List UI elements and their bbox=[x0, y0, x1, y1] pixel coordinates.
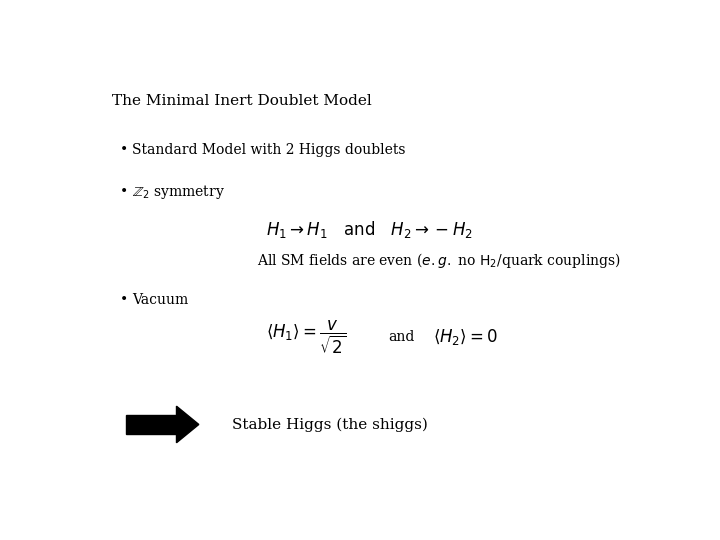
Text: Standard Model with 2 Higgs doublets: Standard Model with 2 Higgs doublets bbox=[132, 143, 405, 157]
Text: $\mathbb{Z}_2$ symmetry: $\mathbb{Z}_2$ symmetry bbox=[132, 183, 225, 201]
Text: The Minimal Inert Doublet Model: The Minimal Inert Doublet Model bbox=[112, 94, 372, 108]
Text: •: • bbox=[120, 293, 128, 307]
Text: All SM fields are even ($e.g.$ no $\mathrm{H_2}$/quark couplings): All SM fields are even ($e.g.$ no $\math… bbox=[258, 251, 621, 269]
Text: •: • bbox=[120, 143, 128, 157]
Text: •: • bbox=[120, 185, 128, 199]
Polygon shape bbox=[126, 415, 176, 434]
Text: $\langle H_2 \rangle = 0$: $\langle H_2 \rangle = 0$ bbox=[433, 327, 498, 347]
Polygon shape bbox=[176, 406, 199, 443]
Text: Vacuum: Vacuum bbox=[132, 293, 188, 307]
Text: Stable Higgs (the shiggs): Stable Higgs (the shiggs) bbox=[233, 417, 428, 431]
Text: $\langle H_1 \rangle = \dfrac{v}{\sqrt{2}}$: $\langle H_1 \rangle = \dfrac{v}{\sqrt{2… bbox=[266, 319, 346, 356]
Text: $H_1 \rightarrow H_1 \quad \mathrm{and} \quad H_2 \rightarrow -H_2$: $H_1 \rightarrow H_1 \quad \mathrm{and} … bbox=[266, 219, 472, 240]
Text: and: and bbox=[389, 330, 415, 344]
